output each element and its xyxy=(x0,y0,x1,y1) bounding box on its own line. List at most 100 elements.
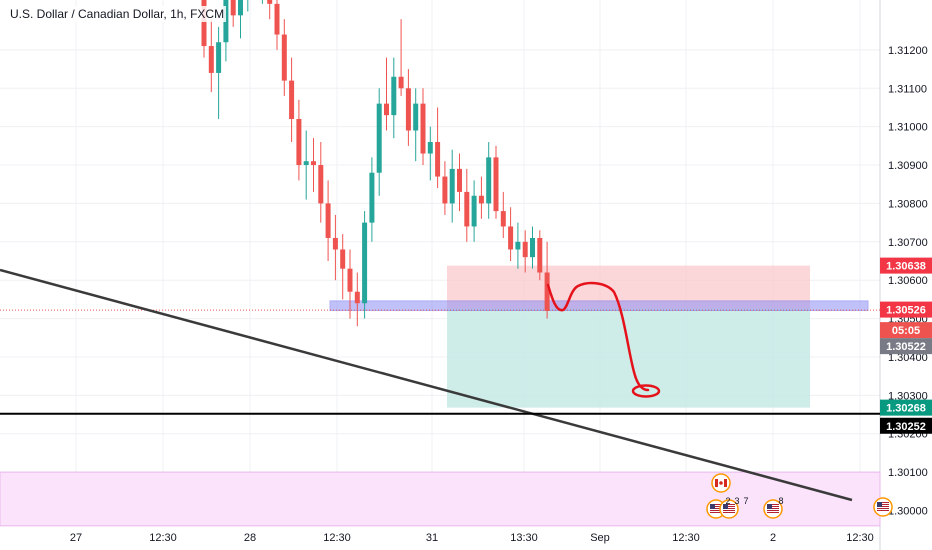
stop-price-label-text: 1.30638 xyxy=(886,261,926,273)
entry-price-label-bg xyxy=(880,301,932,318)
usd-event-icon-3-stripe xyxy=(767,510,779,511)
usd-event-icon-2-stripe xyxy=(723,512,735,513)
candle-body xyxy=(457,168,462,192)
x-tick-label: 12:30 xyxy=(149,532,177,544)
y-tick-label: 1.31000 xyxy=(888,122,928,134)
usd-event-icon-4-stripe xyxy=(877,504,889,505)
candle-body xyxy=(281,34,287,81)
candle-body xyxy=(274,3,280,35)
candle-body xyxy=(384,103,389,116)
candle-body xyxy=(216,42,222,73)
usd-event-icon-3 xyxy=(763,499,783,519)
candle-body xyxy=(289,80,295,119)
candle-body xyxy=(544,272,550,311)
usd-event-icon-3-stripe xyxy=(767,508,779,509)
candle-body xyxy=(508,226,514,250)
candle-body xyxy=(486,157,492,204)
candle-body xyxy=(405,88,411,131)
y-tick-label: 1.30100 xyxy=(888,467,928,479)
entry-price-label-text: 1.30526 xyxy=(886,305,926,317)
candle-body xyxy=(318,165,324,204)
x-tick-label: 13:30 xyxy=(510,532,538,544)
candle-body xyxy=(208,46,214,73)
y-tick-label: 1.30800 xyxy=(888,198,928,210)
entry-price-label: 1.30526 xyxy=(880,301,932,318)
usd-event-icon-1-stripe xyxy=(710,506,722,507)
x-tick-label: 2 xyxy=(770,532,776,544)
y-tick-label: 1.30900 xyxy=(888,160,928,172)
usd-event-icon-3-stripe xyxy=(767,504,779,505)
usd-event-icon-4-canton xyxy=(877,502,882,507)
candle-body xyxy=(369,172,375,223)
candle-body xyxy=(296,118,302,166)
x-tick-label: 12:30 xyxy=(672,532,700,544)
candle-body xyxy=(325,203,331,238)
usd-event-icon-4-stripe xyxy=(877,508,889,509)
usd-event-icon-1-canton xyxy=(710,504,715,509)
support-band xyxy=(329,300,869,312)
event-count: 8 xyxy=(778,496,783,506)
candle-body xyxy=(464,191,470,227)
usd-event-icon-4-stripe xyxy=(877,510,889,511)
usd-event-icon-1-stripe xyxy=(710,510,722,511)
candle-body xyxy=(537,237,543,273)
candle-body xyxy=(530,237,535,258)
candle-body xyxy=(478,195,484,204)
candle-body xyxy=(500,211,506,227)
cad-event-icon-leaf xyxy=(719,481,723,485)
usd-event-icon-3-canton xyxy=(767,504,772,509)
candle-body xyxy=(515,241,521,250)
x-tick-label: 12:30 xyxy=(846,532,874,544)
y-tick-label: 1.30600 xyxy=(888,275,928,287)
candle-body xyxy=(311,161,316,166)
candle-body xyxy=(267,0,273,4)
cad-event-icon xyxy=(711,473,731,493)
candle-body xyxy=(391,76,397,116)
candle-body xyxy=(354,291,360,304)
hline-price-label-text: 1.30252 xyxy=(886,421,926,433)
target-price-label-bg xyxy=(880,399,932,416)
usd-event-icon-2-stripe xyxy=(723,508,735,509)
usd-event-icon-3-stripe xyxy=(767,512,779,513)
countdown-label-bg xyxy=(880,322,932,339)
usd-event-icon-4-stripe xyxy=(877,502,889,503)
usd-event-icon-2 xyxy=(719,499,739,519)
event-count: 7 xyxy=(743,496,748,506)
usd-event-icon-2-canton xyxy=(723,504,728,509)
usd-event-icon-3-stripe xyxy=(767,506,779,507)
x-tick-label: 31 xyxy=(426,532,438,544)
target-price-label-text: 1.30268 xyxy=(886,403,926,415)
candle-body xyxy=(201,0,207,47)
drawn-projection xyxy=(546,281,650,392)
candle-body xyxy=(376,103,382,173)
candle-body xyxy=(442,176,448,204)
stop-price-label-bg xyxy=(880,257,932,274)
y-tick-label: 1.31100 xyxy=(888,83,927,95)
candle-body xyxy=(303,161,309,166)
candle-body xyxy=(230,0,236,16)
trendline xyxy=(0,268,853,502)
y-tick-label: 1.30000 xyxy=(888,505,928,517)
candle-body xyxy=(449,168,455,204)
candle-body xyxy=(340,249,346,269)
usd-event-icon-1-stripe xyxy=(710,512,722,513)
candle-body xyxy=(362,222,368,304)
candle-body xyxy=(471,195,477,227)
candle-body xyxy=(522,241,528,258)
hline-price-label-bg xyxy=(880,417,932,434)
candle-body xyxy=(398,76,404,89)
target-price-label: 1.30268 xyxy=(880,399,932,416)
current-price-label-text: 1.30522 xyxy=(886,341,926,353)
candle-body xyxy=(238,0,243,16)
countdown-label: 05:05 xyxy=(880,322,932,339)
usd-event-icon-2-stripe xyxy=(723,510,735,511)
take-profit-zone xyxy=(447,308,810,408)
cad-event-icon-bar-l xyxy=(715,479,718,487)
current-price-label-bg xyxy=(880,338,932,355)
usd-event-icon-1-stripe xyxy=(710,508,722,509)
usd-event-icon-4 xyxy=(873,497,893,517)
y-tick-label: 1.31200 xyxy=(888,45,928,57)
candle-body xyxy=(427,142,433,154)
